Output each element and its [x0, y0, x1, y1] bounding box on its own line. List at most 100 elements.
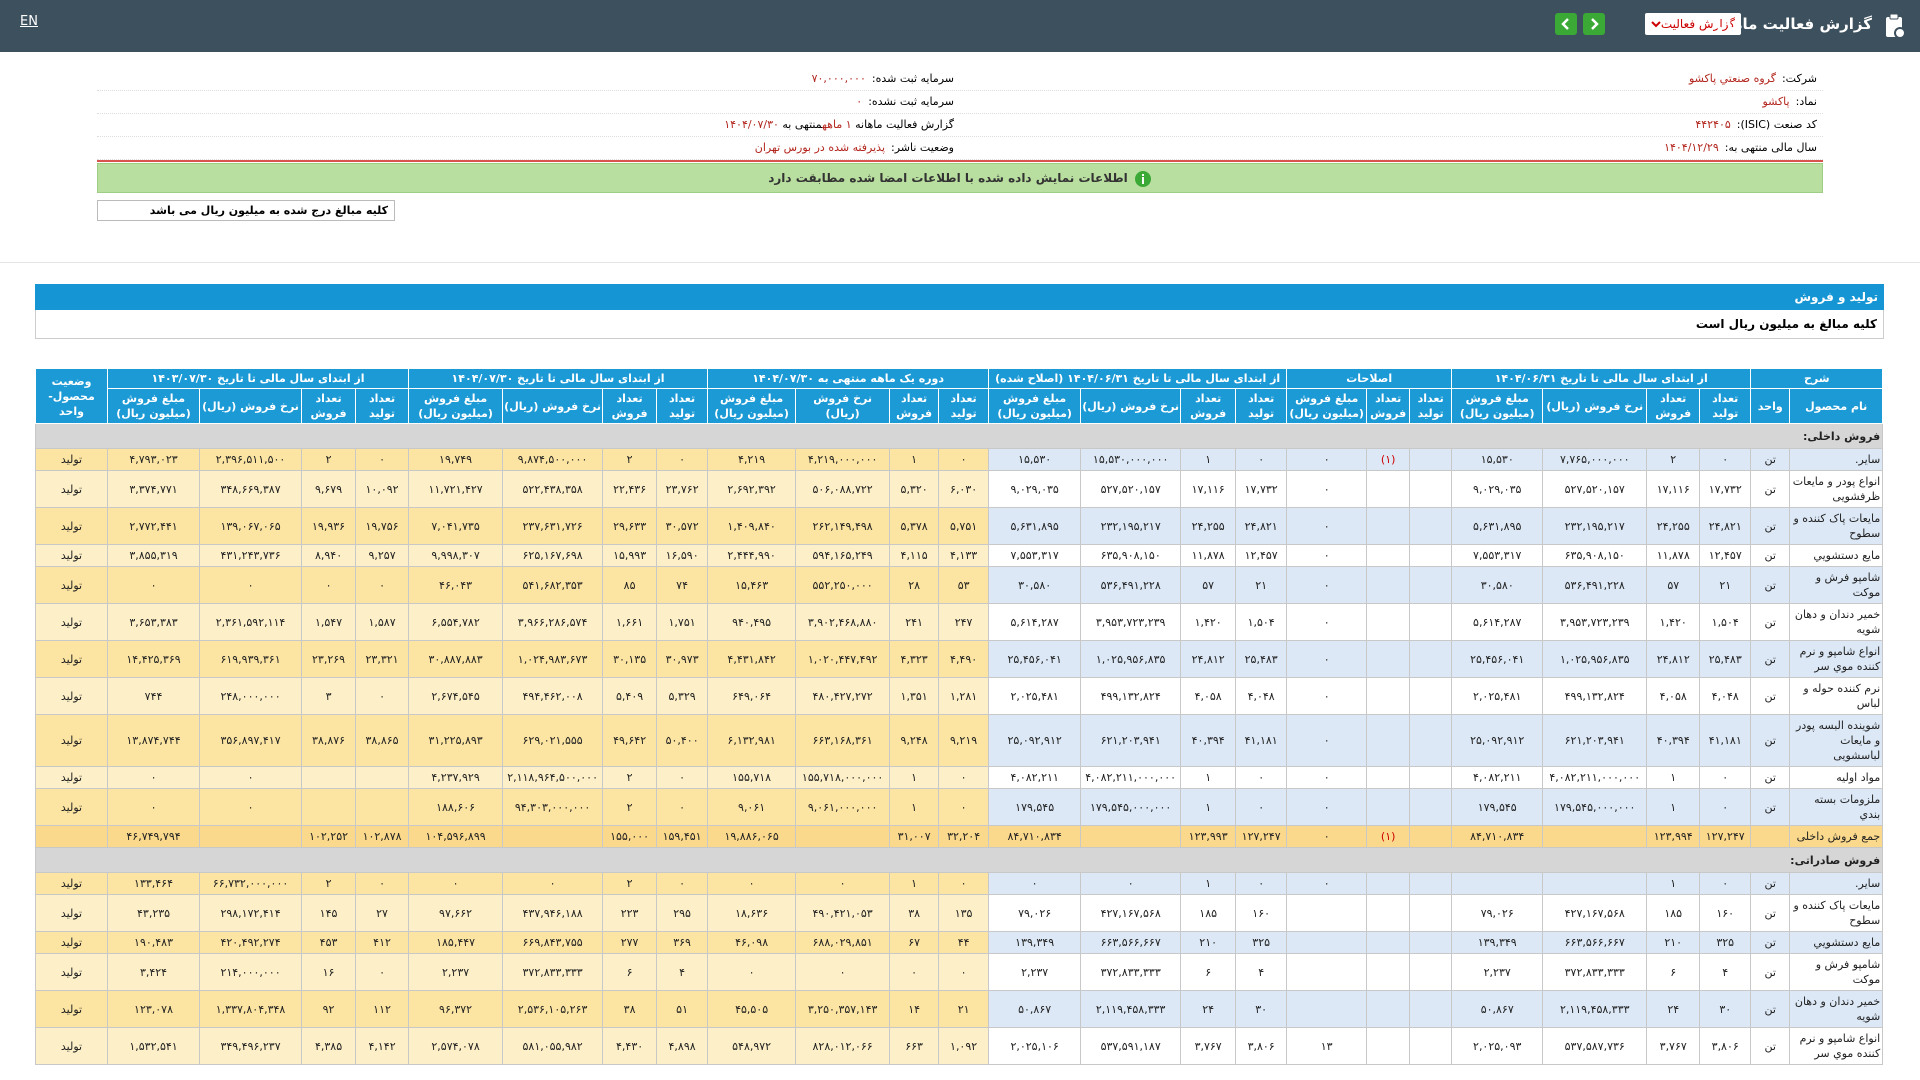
cell: ۰ — [355, 953, 410, 991]
section-row: فروش صادراتی: — [34, 847, 1884, 873]
cell: ۲۷ — [355, 894, 410, 932]
column-header: تعداد تولید — [1235, 388, 1288, 424]
cell: ۳۲,۲۰۴ — [938, 825, 990, 848]
empty-cell — [1366, 872, 1411, 895]
cell: ۵۸۱,۰۵۵,۹۸۲ — [502, 1027, 604, 1065]
cell: ۴۸۰,۴۲۷,۲۷۲ — [795, 677, 891, 715]
cell: ۰ — [1286, 470, 1368, 508]
cell: ۲,۰۲۵,۱۰۶ — [988, 1027, 1082, 1065]
empty-cell — [1542, 872, 1648, 895]
cell: شامپو فرش و موکت — [1789, 566, 1884, 604]
column-header: مبلغ فروش (میلیون ریال) — [707, 388, 797, 424]
cell: ۶ — [602, 953, 658, 991]
cell: ۱۵,۹۹۳ — [602, 544, 658, 567]
cell: ۴۶,۷۴۹,۷۹۴ — [106, 825, 201, 848]
cell: ۳۱,۲۲۵,۸۹۳ — [408, 714, 504, 767]
cell: ۲,۰۲۵,۴۸۱ — [1451, 677, 1544, 715]
empty-cell — [1409, 766, 1453, 789]
empty-cell — [1409, 894, 1453, 932]
empty-cell — [502, 825, 604, 848]
empty-cell — [1409, 714, 1453, 767]
cell: ۱۵۹,۴۵۱ — [656, 825, 709, 848]
cell: ۱۵,۵۳۰,۰۰۰,۰۰۰ — [1080, 448, 1182, 471]
cell: ۱۲۳,۹۹۳ — [1180, 825, 1237, 848]
cell: ۱۳۳,۴۶۴ — [106, 872, 201, 895]
cell: ۱۵۵,۷۱۸ — [707, 766, 797, 789]
cell: تن — [1750, 931, 1791, 954]
cell: ۷,۵۵۳,۳۱۷ — [988, 544, 1082, 567]
cell: ۱۷۹,۵۴۵ — [988, 788, 1082, 826]
top-bar: EN گزارش فعالیت گزارش فعالیت ماهانه — [0, 0, 1920, 52]
cell: ۲,۱۱۸,۹۶۴,۵۰۰,۰۰۰ — [502, 766, 604, 789]
cell: ۱۲,۴۵۷ — [1235, 544, 1288, 567]
production-sales-table: شرح از ابتدای سال مالی تا تاریخ ۱۴۰۴/۰۶/۳… — [34, 368, 1884, 1065]
cell: ۶۶۳ — [889, 1027, 940, 1065]
cell: ۱۹۰,۴۸۳ — [106, 931, 201, 954]
cell: ۱۶۰ — [1699, 894, 1752, 932]
group-header: از ابتدای سال مالی تا تاریخ ۱۴۰۴/۰۶/۳۱ — [1451, 368, 1752, 389]
cell: ۱,۳۳۷,۸۰۴,۳۴۸ — [199, 990, 303, 1028]
cell: ۱۲,۴۵۷ — [1699, 544, 1752, 567]
empty-cell — [1080, 825, 1182, 848]
cell: ۲,۲۳۷ — [988, 953, 1082, 991]
cell: ۴,۳۲۳ — [889, 640, 940, 678]
column-header: نرخ فروش (ریال) — [1542, 388, 1648, 424]
section-title: فروش صادراتی: — [34, 847, 1884, 873]
prev-button[interactable] — [1555, 13, 1577, 35]
cell: ۹۲ — [301, 990, 357, 1028]
cell: تولید — [35, 1027, 108, 1065]
cell: ۰ — [938, 766, 990, 789]
value: پاکشو — [1762, 95, 1790, 108]
cell: ۵۵۲,۲۵۰,۰۰۰ — [795, 566, 891, 604]
empty-cell — [1366, 788, 1411, 826]
cell: ۲۴,۸۱۲ — [1180, 640, 1237, 678]
cell: ۰ — [1235, 788, 1288, 826]
column-header: تعداد فروش — [1180, 388, 1237, 424]
cell: ۵,۳۲۹ — [656, 677, 709, 715]
cell: تولید — [35, 544, 108, 567]
cell: ۴۳,۲۳۵ — [106, 894, 201, 932]
empty-cell — [1409, 990, 1453, 1028]
cell: ۷۹,۰۲۶ — [988, 894, 1082, 932]
cell: ۳,۷۶۷ — [1180, 1027, 1237, 1065]
cell: ۴۱۲ — [355, 931, 410, 954]
column-header: تعداد تولید — [656, 388, 709, 424]
cell: ۴۶,۰۹۸ — [707, 931, 797, 954]
cell: ۴۴ — [938, 931, 990, 954]
cell: ۶۶۳,۵۶۶,۶۶۷ — [1542, 931, 1648, 954]
table-row: سایر. تن ۰ ۲ ۷,۷۶۵,۰۰۰,۰۰۰ ۱۵,۵۳۰ (۱) ۰ ۰ ۱ ۱۵,۵۳۰… — [35, 448, 1884, 471]
language-link[interactable]: EN — [20, 14, 38, 29]
cell: تولید — [35, 990, 108, 1028]
cell: ۱۰۲,۲۵۲ — [301, 825, 357, 848]
cell: ۱,۳۵۱ — [889, 677, 940, 715]
report-dropdown[interactable]: گزارش فعالیت — [1645, 13, 1741, 35]
cell: ۲,۲۳۷ — [1451, 953, 1544, 991]
group-header: از ابتدای سال مالی تا تاریخ ۱۴۰۴/۰۷/۳۰ — [408, 368, 709, 389]
group-header: اصلاحات — [1286, 368, 1453, 389]
column-header: تعداد تولید — [1409, 388, 1453, 424]
cell: ۶۷ — [889, 931, 940, 954]
label: منتهی به — [782, 118, 823, 131]
cell: ۳۰,۹۷۳ — [656, 640, 709, 678]
cell: ۳۸ — [889, 894, 940, 932]
cell: ۱۷,۷۳۲ — [1235, 470, 1288, 508]
cell: تن — [1750, 544, 1791, 567]
cell: ۰ — [1699, 766, 1752, 789]
cell: ۴۹,۶۴۲ — [602, 714, 658, 767]
cell: ۰ — [1286, 714, 1368, 767]
cell: ۱ — [889, 766, 940, 789]
cell: تولید — [35, 603, 108, 641]
cell: ۴۰,۳۹۴ — [1180, 714, 1237, 767]
cell: ۲۳,۷۶۲ — [656, 470, 709, 508]
cell: ۱,۰۹۲ — [938, 1027, 990, 1065]
cell: ۴۲۷,۱۶۷,۵۶۸ — [1080, 894, 1182, 932]
cell: ۰ — [938, 953, 990, 991]
cell: ۴ — [1235, 953, 1288, 991]
cell: ۱۷,۷۳۲ — [1699, 470, 1752, 508]
cell: ۰ — [1286, 677, 1368, 715]
next-button[interactable] — [1583, 13, 1605, 35]
cell: ۰ — [656, 872, 709, 895]
cell: ۰ — [795, 953, 891, 991]
cell: ۰ — [502, 872, 604, 895]
